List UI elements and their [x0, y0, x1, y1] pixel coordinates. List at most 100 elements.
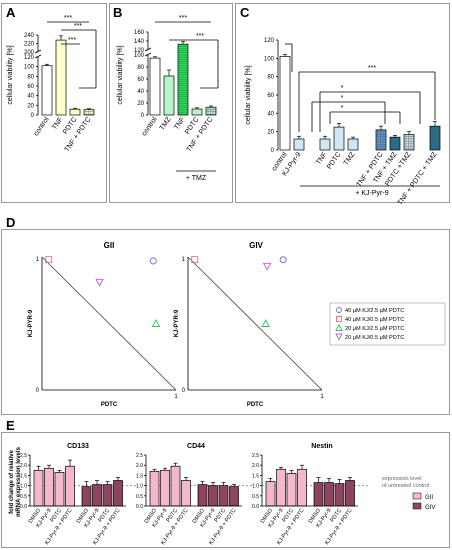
panel-a-sig-label: *** — [74, 23, 82, 30]
panel-e-bar-giv — [313, 482, 324, 507]
panel-e-bar-giv — [218, 485, 229, 507]
panel-a-frame — [1, 3, 107, 203]
panel-e-ytick-label: 1.0 — [136, 484, 143, 490]
panel-b-ytick-label: 60 — [137, 77, 144, 83]
panel-e-ytick-label: 0.5 — [252, 494, 259, 500]
panel-c-bar-8 — [429, 125, 441, 151]
panel-e-bar-giv — [334, 483, 345, 507]
panel-e-bar-gii — [170, 465, 181, 507]
panel-e-bar-gii — [297, 468, 307, 507]
panel-d-xtick-label: 1 — [320, 394, 324, 400]
panel-d-point-inv-triangle — [95, 278, 104, 287]
panel-e-bar-gii — [65, 465, 75, 507]
panel-e-bar-gii — [33, 469, 44, 507]
panel-e-gene-title-0: CD133 — [67, 443, 89, 450]
panel-label-c: C — [240, 5, 250, 20]
panel-a-xtick-label: TNF — [51, 116, 65, 131]
panel-e-bar-gii — [54, 471, 65, 507]
panel-d-ylabel-0: KJ-PYR-9 — [28, 309, 34, 337]
panel-d-additivity-line-0 — [41, 256, 177, 391]
panel-d-title-1: GIV — [249, 241, 263, 250]
panel-e-reference-label: of untreated control — [382, 483, 429, 489]
panel-a-bar-0 — [41, 65, 53, 116]
panel-b-axis-break — [144, 47, 152, 52]
panel-b-frame — [109, 3, 233, 203]
panel-e-ylabel: mRNA expression levels — [16, 446, 22, 516]
panel-e-bar-giv — [92, 484, 102, 507]
panel-e-bar-gii — [265, 481, 276, 507]
panel-d-point-triangle — [151, 319, 161, 327]
panel-e-legend-swatch-gii — [412, 492, 422, 500]
panel-a-bar-2 — [69, 108, 81, 116]
panel-e-ytick-label: 0.0 — [20, 504, 27, 510]
panel-a-ytick-label: 0 — [31, 113, 35, 119]
panel-b-ytick-label: 120 — [134, 48, 145, 54]
panel-e-gene-title-2: Nestin — [311, 443, 332, 450]
panel-e-bar-gii — [181, 480, 191, 507]
panel-c-ytick-label: 100 — [264, 56, 275, 62]
panel-d-ytick-label: 1 — [36, 257, 40, 263]
panel-e-bar-gii — [276, 468, 286, 507]
panel-b-ytick-label: 140 — [134, 39, 145, 45]
panel-c-ytick-label: 60 — [267, 93, 274, 99]
panel-d-ytick-label: 1 — [182, 257, 186, 263]
panel-label-d: D — [6, 215, 15, 230]
panel-c-ytick-label: 0 — [271, 148, 275, 154]
panel-d-xlabel-0: PDTC — [101, 402, 118, 408]
panel-b-sig-label: *** — [196, 33, 204, 40]
panel-c-sig-label: * — [341, 95, 344, 102]
panel-b-bar-3 — [191, 108, 203, 116]
panel-d-legend-marker — [336, 316, 342, 322]
panel-c-bar-4 — [347, 138, 359, 151]
panel-b-bar-4 — [205, 106, 217, 116]
panel-c-sig-label: * — [341, 85, 344, 92]
panel-c-bar-0 — [279, 56, 291, 151]
panel-c-bar-3 — [333, 126, 345, 151]
panel-d-xlabel-1: PDTC — [247, 402, 264, 408]
panel-b-xtick-label: control — [141, 116, 159, 138]
panel-d-legend-label: 40 µM KJ/2.5 µM PDTC — [345, 308, 404, 314]
panel-d-title-0: GII — [104, 241, 115, 250]
panel-b-xtick-label: TMZ — [159, 116, 173, 132]
panel-e-ytick-label: 0.0 — [252, 504, 259, 510]
panel-label-e: E — [6, 418, 15, 433]
panel-e-ytick-label: 1.0 — [20, 484, 27, 490]
panel-c-ytick-label: 20 — [267, 130, 274, 136]
panel-e-bar-gii — [286, 473, 297, 507]
panel-b-bar-0 — [149, 57, 161, 116]
panel-a-ytick-label: 100 — [24, 65, 35, 71]
panel-e-legend-label-gii: GII — [425, 495, 433, 501]
panel-d-point-square — [191, 256, 199, 264]
panel-b-ytick-label: 160 — [134, 30, 145, 36]
panel-d-point-circle — [279, 256, 287, 264]
panel-d-xtick-label: 1 — [174, 394, 178, 400]
panel-e-bar-gii — [44, 467, 54, 507]
panel-e-ytick-label: 2.5 — [252, 453, 259, 459]
panel-a-ytick-label: 120 — [24, 55, 35, 61]
panel-e-bar-giv — [324, 482, 334, 507]
panel-d-point-triangle — [261, 319, 270, 327]
panel-d-legend-marker — [336, 307, 342, 313]
panel-d-legend-box — [329, 302, 446, 346]
panel-d-point-inv-triangle — [262, 262, 272, 271]
panel-c-ytick-label: 120 — [264, 38, 275, 44]
panel-e-legend-label-giv: GIV — [425, 505, 435, 511]
panel-d-legend-label: 20 µM KJ/2.5 µM PDTC — [345, 326, 404, 332]
panel-d-point-square — [45, 256, 53, 264]
panel-c-bar-6 — [389, 136, 401, 151]
panel-e-reference-label: expression level — [382, 476, 421, 482]
panel-e-bar-giv — [345, 480, 355, 507]
panel-d-legend-label: 20 µM KJ/0.5 µM PDTC — [345, 335, 404, 341]
panel-e-ytick-label: 1.5 — [136, 473, 143, 479]
panel-a-ylabel: cellular viability [%] — [7, 45, 14, 104]
panel-e-ytick-label: 1.5 — [20, 473, 27, 479]
plots-layer: cellular viability [%]020406080100120200… — [7, 15, 446, 546]
panel-d-legend-label: 40 µM KJ/0.5 µM PDTC — [345, 317, 404, 323]
panel-c-bar-7 — [403, 134, 415, 151]
panel-b-ytick-label: 20 — [137, 101, 144, 107]
panel-e-ytick-label: 2.0 — [20, 463, 27, 469]
panel-b-ytick-label: 40 — [137, 89, 144, 95]
panel-e-bar-giv — [208, 485, 218, 507]
panel-c-ytick-label: 40 — [267, 111, 274, 117]
